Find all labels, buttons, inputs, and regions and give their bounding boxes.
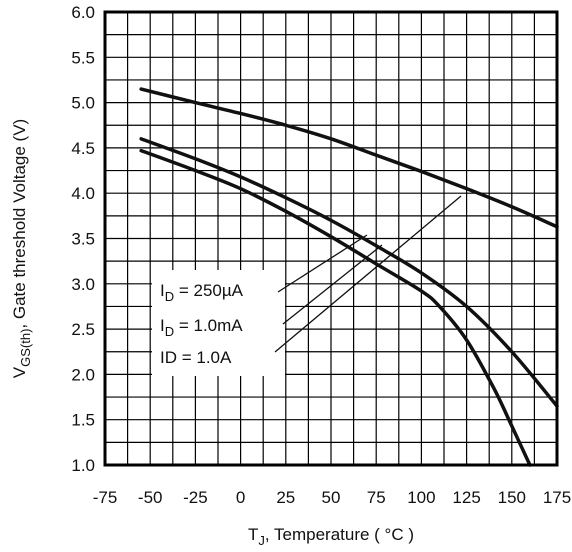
legend-leader-line [282, 244, 383, 325]
legend: ID = 250µA ID = 1.0mA ID = 1.0A [152, 195, 462, 376]
y-tick-label: 2.0 [71, 365, 95, 384]
y-tick-label: 3.0 [71, 275, 95, 294]
plot-frame [103, 10, 559, 467]
legend-entry: ID = 1.0A [160, 348, 232, 367]
x-tick-label: 0 [236, 488, 245, 507]
y-tick-label: 4.0 [71, 184, 95, 203]
legend-entry: ID = 1.0mA [160, 316, 243, 339]
x-tick-label: 150 [498, 488, 526, 507]
series-line [139, 87, 559, 229]
legend-leader-line [277, 234, 368, 293]
y-tick-label: 1.5 [71, 411, 95, 430]
y-tick-label: 3.5 [71, 230, 95, 249]
y-tick-label: 5.5 [71, 48, 95, 67]
x-tick-label: -50 [138, 488, 163, 507]
y-tick-labels: 1.0 1.5 2.0 2.5 3.0 3.5 4.0 4.5 5.0 5.5 6.0 [71, 3, 95, 475]
x-tick-label: 100 [407, 488, 435, 507]
series-line [139, 137, 559, 408]
x-axis-label: TJ, Temperature ( °C ) [248, 525, 414, 548]
x-tick-label: 175 [543, 488, 571, 507]
legend-entry: ID = 250µA [160, 281, 244, 304]
y-axis-label: VGS(th), Gate threshold Voltage (V) [10, 119, 33, 378]
y-tick-label: 4.5 [71, 139, 95, 158]
y-tick-label: 1.0 [71, 456, 95, 475]
y-tick-label: 5.0 [71, 94, 95, 113]
x-tick-label: 25 [276, 488, 295, 507]
legend-leader-line [274, 195, 462, 353]
x-tick-label: 50 [322, 488, 341, 507]
x-tick-label: -25 [183, 488, 208, 507]
series-line [139, 148, 532, 467]
y-tick-label: 2.5 [71, 320, 95, 339]
x-tick-labels: -75 -50 -25 0 25 50 75 100 125 150 175 [93, 488, 571, 507]
curves [139, 87, 559, 467]
x-tick-label: 125 [452, 488, 480, 507]
legend-box [152, 270, 285, 376]
x-tick-label: -75 [93, 488, 118, 507]
x-tick-label: 75 [367, 488, 386, 507]
y-tick-label: 6.0 [71, 3, 95, 22]
grid [104, 11, 558, 466]
